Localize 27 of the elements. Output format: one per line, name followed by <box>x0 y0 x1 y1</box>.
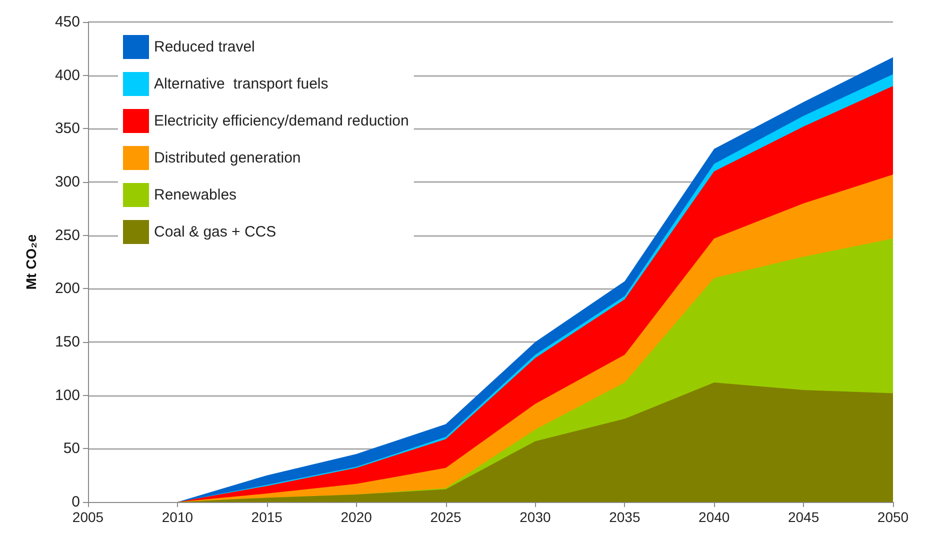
y-tick-label: 450 <box>54 14 80 30</box>
legend-label: Alternative transport fuels <box>154 76 328 92</box>
legend-label: Coal & gas + CCS <box>154 224 276 240</box>
y-tick-label: 300 <box>54 174 80 190</box>
x-tick-label: 2015 <box>251 509 283 525</box>
legend-label: Reduced travel <box>154 38 255 56</box>
x-tick-label: 2035 <box>609 509 640 525</box>
y-tick-label: 350 <box>54 120 80 138</box>
y-tick-label: 150 <box>54 334 80 350</box>
x-tick-label: 2020 <box>340 509 372 525</box>
x-tick-label: 2030 <box>520 509 552 525</box>
x-tick-label: 2005 <box>72 509 104 525</box>
x-tick-label: 2050 <box>877 509 909 525</box>
legend-label: Electricity efficiency/demand reduction <box>154 112 409 130</box>
y-tick-label: 100 <box>54 386 80 404</box>
legend-label: Distributed generation <box>154 150 301 166</box>
legend-label: Renewables <box>154 186 237 204</box>
y-tick-label: 200 <box>54 280 80 298</box>
y-tick-label: 0 <box>72 494 80 510</box>
x-tick-label: 2010 <box>162 509 194 525</box>
y-tick-label: 50 <box>63 440 80 458</box>
x-tick-label: 2025 <box>430 509 462 525</box>
y-tick-label: 400 <box>54 66 80 84</box>
x-tick-label: 2040 <box>698 509 730 525</box>
y-axis-title: Mt CO₂e <box>23 234 39 290</box>
y-tick-label: 250 <box>54 226 80 244</box>
x-tick-label: 2045 <box>788 509 820 525</box>
